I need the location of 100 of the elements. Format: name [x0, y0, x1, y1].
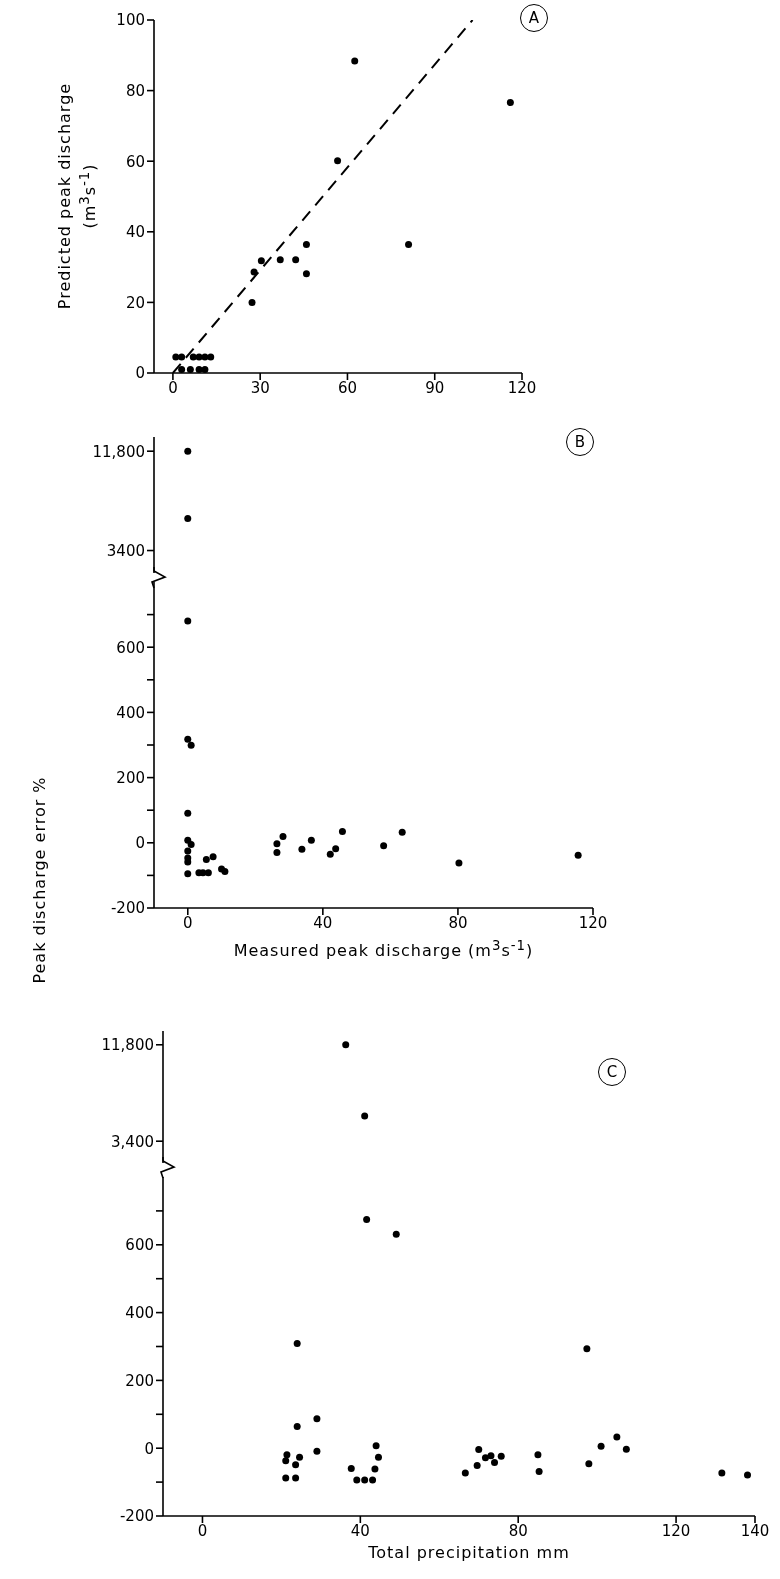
y-tick-label: 0	[135, 834, 145, 853]
point	[184, 809, 192, 817]
annotation: C	[598, 1058, 626, 1086]
point	[207, 353, 215, 361]
point	[204, 869, 212, 877]
x-tick-label: 0	[183, 913, 193, 932]
y-tick-label: 400	[116, 703, 145, 722]
point	[199, 869, 207, 877]
point	[461, 1469, 469, 1477]
y-tick-label: 20	[125, 293, 145, 312]
point	[473, 1461, 481, 1469]
point	[248, 298, 256, 306]
point	[178, 353, 186, 361]
point	[273, 849, 281, 857]
point	[534, 1451, 542, 1459]
point	[487, 1452, 495, 1460]
point	[326, 850, 334, 858]
y-tick-label: 11,800	[101, 1036, 154, 1055]
point	[201, 365, 209, 373]
point	[405, 241, 413, 249]
y-tick-label: -200	[110, 899, 145, 918]
point	[332, 845, 340, 853]
y-tick-label: 600	[125, 1236, 154, 1255]
y-tick-label: 80	[125, 81, 145, 100]
point	[380, 842, 388, 850]
text: A	[520, 4, 548, 32]
point	[353, 1476, 361, 1484]
point	[282, 1474, 290, 1482]
y-tick-label: 600	[116, 638, 145, 657]
point	[338, 827, 346, 835]
point	[202, 855, 210, 863]
y-tick-label: 200	[125, 1371, 154, 1390]
x-tick-label: 40	[350, 1521, 370, 1540]
y-tick-label: 40	[125, 223, 145, 242]
y-axis-title: Peak discharge error %	[30, 776, 50, 984]
x-tick-label: 30	[250, 378, 270, 397]
x-tick-label: 120	[507, 378, 537, 397]
point	[718, 1469, 726, 1477]
point	[184, 617, 192, 625]
x-axis-title: Measured peak discharge (m$^{3}$s$^{-1}$)	[232, 938, 535, 961]
point	[184, 847, 192, 855]
x-axis-title: Total precipitation mm	[367, 1543, 571, 1562]
point	[292, 1461, 300, 1469]
x-tick-label: 80	[508, 1521, 528, 1540]
point	[273, 840, 281, 848]
point	[172, 353, 180, 361]
point	[371, 1465, 379, 1473]
point	[302, 270, 310, 278]
point	[574, 851, 582, 859]
point	[298, 845, 306, 853]
point	[302, 241, 310, 249]
point	[292, 1474, 300, 1482]
point	[622, 1445, 630, 1453]
y-tick-label: 200	[116, 768, 145, 787]
x-tick-label: 0	[197, 1521, 208, 1540]
point	[209, 853, 217, 861]
point	[334, 157, 342, 165]
point	[283, 1451, 291, 1459]
point	[187, 741, 195, 749]
point	[351, 57, 359, 65]
point	[276, 256, 284, 264]
point	[372, 1442, 380, 1450]
x-tick-label: 120	[578, 913, 608, 932]
point	[313, 1447, 321, 1455]
annotation: B	[566, 428, 594, 456]
point	[455, 859, 463, 867]
point	[369, 1476, 377, 1484]
point	[475, 1446, 483, 1454]
point	[597, 1442, 605, 1450]
point	[296, 1453, 304, 1461]
point	[293, 1339, 301, 1347]
point	[313, 1415, 321, 1423]
y-tick-label: 100	[116, 11, 145, 30]
point	[184, 870, 192, 878]
x-tick-label: 60	[337, 378, 357, 397]
point	[583, 1345, 591, 1353]
point	[506, 99, 514, 107]
point	[535, 1468, 543, 1476]
y-tick-label: 400	[125, 1303, 154, 1322]
point	[187, 840, 195, 848]
y-tick-label: -200	[119, 1507, 154, 1526]
point	[201, 353, 209, 361]
point	[347, 1465, 355, 1473]
point	[250, 268, 258, 276]
y-tick-label: 3,400	[111, 1132, 154, 1151]
point	[257, 257, 265, 265]
y-tick-label: 11,800	[92, 442, 145, 461]
x-tick-label: 40	[313, 913, 333, 932]
point	[178, 365, 186, 373]
y-tick-label: 0	[135, 364, 145, 383]
point	[374, 1453, 382, 1461]
x-tick-label: 90	[425, 378, 445, 397]
point	[491, 1458, 499, 1466]
point	[279, 833, 287, 841]
point	[497, 1452, 505, 1460]
point	[361, 1476, 369, 1484]
point	[293, 1423, 301, 1430]
point	[744, 1471, 751, 1479]
y-tick-label: 0	[144, 1439, 154, 1458]
point	[398, 828, 406, 836]
